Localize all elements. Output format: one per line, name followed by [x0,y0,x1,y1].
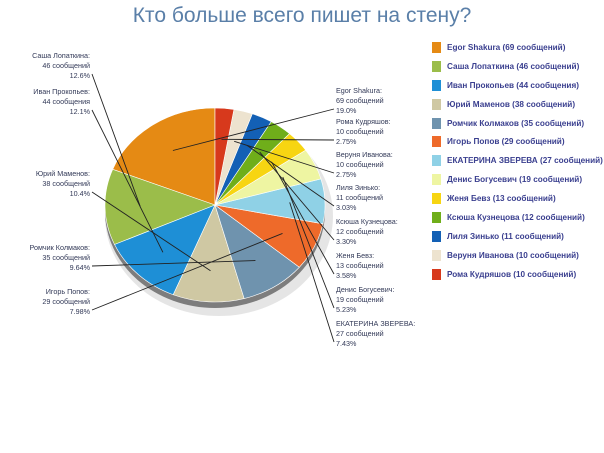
slice-data-label: ЕКАТЕРИНА ЗВЕРЕВА: [336,319,415,328]
legend-item: Игорь Попов (29 сообщений) [432,132,603,151]
label-leader-line [91,109,164,253]
slice-data-label: Женя Бевз: [336,251,374,260]
label-leader-line [234,140,335,174]
slice-data-label: 46 сообщений [42,61,90,70]
legend-swatch [432,230,441,242]
legend-label: Саша Лопаткина (46 сообщений) [447,61,580,71]
legend-swatch [432,249,441,261]
legend-item: ЕКАТЕРИНА ЗВЕРЕВА (27 сообщений) [432,151,603,170]
legend-swatch [432,117,441,129]
slice-data-label: 9.64% [70,263,91,272]
legend-swatch [432,174,441,186]
slice-data-label: 10 сообщений [336,160,384,169]
legend-swatch [432,60,441,72]
legend-item: Egor Shakura (69 сообщений) [432,38,603,57]
slice-data-label: 69 сообщений [336,96,384,105]
label-leader-line [221,138,335,141]
legend-swatch [432,211,441,223]
label-leader-line [91,73,141,207]
slice-data-label: 12 сообщений [336,227,384,236]
slice-data-label: 3.30% [336,237,357,246]
slice-data-label: Лиля Зинько: [336,183,380,192]
legend-item: Женя Бевз (13 сообщений) [432,189,603,208]
slice-data-label: 7.43% [336,339,357,348]
legend-item: Рома Кудряшов (10 сообщений) [432,265,603,284]
pie-slice [104,168,216,245]
legend-swatch [432,98,441,110]
pie-slice [214,107,235,206]
slice-data-label: Юрий Маменов: [36,169,90,178]
slice-data-label: Игорь Попов: [46,287,90,296]
legend-item: Ксюша Кузнецова (12 сообщений) [432,208,603,227]
chart-title: Кто больше всего пишет на стену? [132,4,472,27]
slice-data-label: 7.98% [70,307,91,316]
label-leader-line [246,145,335,207]
pie-slice [172,204,245,303]
label-leader-line [91,232,283,311]
label-leader-line [271,161,335,275]
slice-data-label: 35 сообщений [42,253,90,262]
slice-data-label: 2.75% [336,170,357,179]
label-leader-line [172,108,335,151]
legend-label: Ксюша Кузнецова (12 сообщений) [447,212,585,222]
label-leader-line [91,191,211,272]
slice-data-label: Egor Shakura: [336,86,382,95]
pie-slice [114,204,216,296]
legend-item: Юрий Маменов (38 сообщений) [432,95,603,114]
legend-swatch [432,136,441,148]
legend-label: ЕКАТЕРИНА ЗВЕРЕВА (27 сообщений) [447,156,603,166]
label-leader-line [282,176,335,309]
slice-data-label: 12.6% [70,71,91,80]
legend-swatch [432,193,441,205]
legend-item: Лиля Зинько (11 сообщений) [432,227,603,246]
slice-data-label: 5.23% [336,305,357,314]
legend-label: Рома Кудряшов (10 сообщений) [447,269,577,279]
legend-label: Игорь Попов (29 сообщений) [447,137,565,147]
legend-item: Веруня Иванова (10 сообщений) [432,246,603,265]
legend-label: Ромчик Колмаков (35 сообщений) [447,118,585,128]
slice-data-label: 13 сообщений [336,261,384,270]
legend-item: Саша Лопаткина (46 сообщений) [432,57,603,76]
slice-data-label: 19 сообщений [336,295,384,304]
legend-swatch [432,41,441,53]
slice-data-label: 12.1% [70,107,91,116]
legend-label: Лиля Зинько (11 сообщений) [447,231,564,241]
slice-data-label: Ромчик Колмаков: [29,243,90,252]
label-leader-line [91,260,256,267]
legend-item: Иван Прокопьев (44 сообщения) [432,76,603,95]
slice-data-label: Денис Богусевич: [336,285,394,294]
slice-data-label: 3.58% [336,271,357,280]
legend-swatch [432,268,441,280]
slice-data-label: 38 сообщений [42,179,90,188]
slice-data-label: Ксюша Кузнецова: [336,217,398,226]
legend-swatch [432,155,441,167]
slice-data-label: 19.0% [336,106,357,115]
legend-label: Веруня Иванова (10 сообщений) [447,250,579,260]
slice-data-label: 27 сообщений [336,329,384,338]
slice-data-label: 29 сообщений [42,297,90,306]
legend-label: Egor Shakura (69 сообщений) [447,42,566,52]
slice-data-label: Саша Лопаткина: [32,51,90,60]
legend-label: Денис Богусевич (19 сообщений) [447,175,583,185]
legend-item: Ромчик Колмаков (35 сообщений) [432,114,603,133]
slice-data-label: 3.03% [336,203,357,212]
label-leader-line [259,151,335,241]
slice-data-label: 10.4% [70,189,91,198]
legend-label: Женя Бевз (13 сообщений) [447,194,556,204]
legend-item: Денис Богусевич (19 сообщений) [432,170,603,189]
legend-swatch [432,79,441,91]
label-leader-line [289,202,335,343]
slice-data-label: Рома Кудряшов: [336,117,391,126]
slice-data-label: 2.75% [336,137,357,146]
slice-data-label: Иван Прокопьев: [33,87,90,96]
slice-data-label: Веруня Иванова: [336,150,393,159]
chart-legend: Egor Shakura (69 сообщений) Саша Лопаткин… [432,38,603,284]
slice-data-label: 10 сообщений [336,127,384,136]
slice-data-label: 11 сообщений [336,193,383,202]
legend-label: Юрий Маменов (38 сообщений) [447,99,576,109]
slice-data-label: 44 сообщения [43,97,91,106]
legend-label: Иван Прокопьев (44 сообщения) [447,80,579,90]
